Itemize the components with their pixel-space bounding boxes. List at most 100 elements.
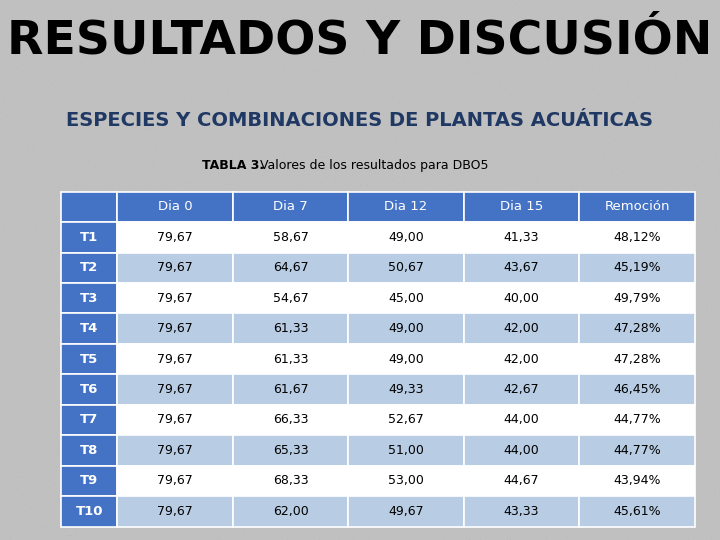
Point <box>379 29 391 37</box>
Point <box>618 461 630 470</box>
Point <box>171 206 183 215</box>
Point <box>226 280 238 289</box>
Point <box>58 134 70 143</box>
Point <box>17 516 28 525</box>
Point <box>48 416 60 425</box>
Point <box>145 291 157 299</box>
Point <box>212 534 224 540</box>
Point <box>286 26 297 35</box>
Point <box>25 504 37 512</box>
Point <box>564 414 576 422</box>
Point <box>14 69 25 78</box>
Point <box>136 410 148 419</box>
Point <box>73 354 85 363</box>
Point <box>547 394 559 403</box>
Point <box>444 363 455 372</box>
Point <box>692 344 703 353</box>
Point <box>598 511 610 519</box>
Point <box>140 453 151 461</box>
Point <box>295 145 307 154</box>
Point <box>115 224 127 232</box>
Point <box>224 295 235 304</box>
Point <box>266 117 277 125</box>
Point <box>554 216 566 225</box>
Point <box>432 247 444 255</box>
Point <box>22 222 33 231</box>
Point <box>437 63 449 71</box>
Point <box>58 250 69 259</box>
Point <box>345 16 356 25</box>
Point <box>360 468 372 476</box>
Point <box>423 503 435 511</box>
Point <box>711 147 720 156</box>
Point <box>148 193 160 202</box>
Point <box>32 23 43 32</box>
Point <box>120 104 132 113</box>
Point <box>626 190 637 198</box>
Point <box>71 366 82 375</box>
Point <box>346 200 358 209</box>
Point <box>464 193 476 201</box>
Point <box>467 88 478 97</box>
Point <box>624 199 636 208</box>
Point <box>3 0 14 8</box>
Point <box>74 186 86 195</box>
Point <box>405 255 417 264</box>
Point <box>395 532 406 540</box>
Point <box>374 198 385 206</box>
Point <box>399 444 410 453</box>
Point <box>97 416 109 425</box>
Point <box>351 316 363 325</box>
Point <box>361 180 373 188</box>
Point <box>214 95 225 104</box>
Point <box>471 346 482 354</box>
Point <box>678 22 690 30</box>
Point <box>123 255 135 264</box>
Point <box>665 421 677 430</box>
Point <box>518 524 529 532</box>
Point <box>152 423 163 432</box>
Point <box>468 138 480 146</box>
Point <box>377 526 389 535</box>
Point <box>64 316 76 325</box>
Point <box>515 184 526 192</box>
Point <box>114 476 125 484</box>
Point <box>53 183 64 191</box>
Point <box>99 181 110 190</box>
Point <box>141 19 153 28</box>
Point <box>571 216 582 225</box>
Point <box>530 177 541 185</box>
Point <box>190 120 202 129</box>
Point <box>392 350 403 359</box>
Point <box>500 294 512 302</box>
Point <box>507 62 518 70</box>
Point <box>692 485 703 494</box>
Point <box>93 205 104 214</box>
Point <box>0 257 6 266</box>
Text: 45,61%: 45,61% <box>613 505 661 518</box>
Point <box>4 530 16 538</box>
Point <box>664 37 675 45</box>
Point <box>155 138 166 146</box>
Point <box>46 192 58 201</box>
Point <box>415 200 427 209</box>
Point <box>502 455 513 463</box>
Point <box>384 350 396 359</box>
Point <box>377 340 388 349</box>
Point <box>431 26 442 35</box>
Point <box>233 68 244 77</box>
Point <box>17 182 28 191</box>
Point <box>456 89 468 97</box>
Point <box>495 0 507 6</box>
Point <box>532 108 544 117</box>
Point <box>295 298 307 307</box>
Point <box>33 426 45 435</box>
Point <box>414 78 426 86</box>
Point <box>386 187 397 195</box>
Point <box>134 396 145 405</box>
Point <box>487 417 499 426</box>
Point <box>291 523 302 531</box>
Point <box>383 482 395 490</box>
Point <box>187 32 199 40</box>
Point <box>376 228 387 237</box>
